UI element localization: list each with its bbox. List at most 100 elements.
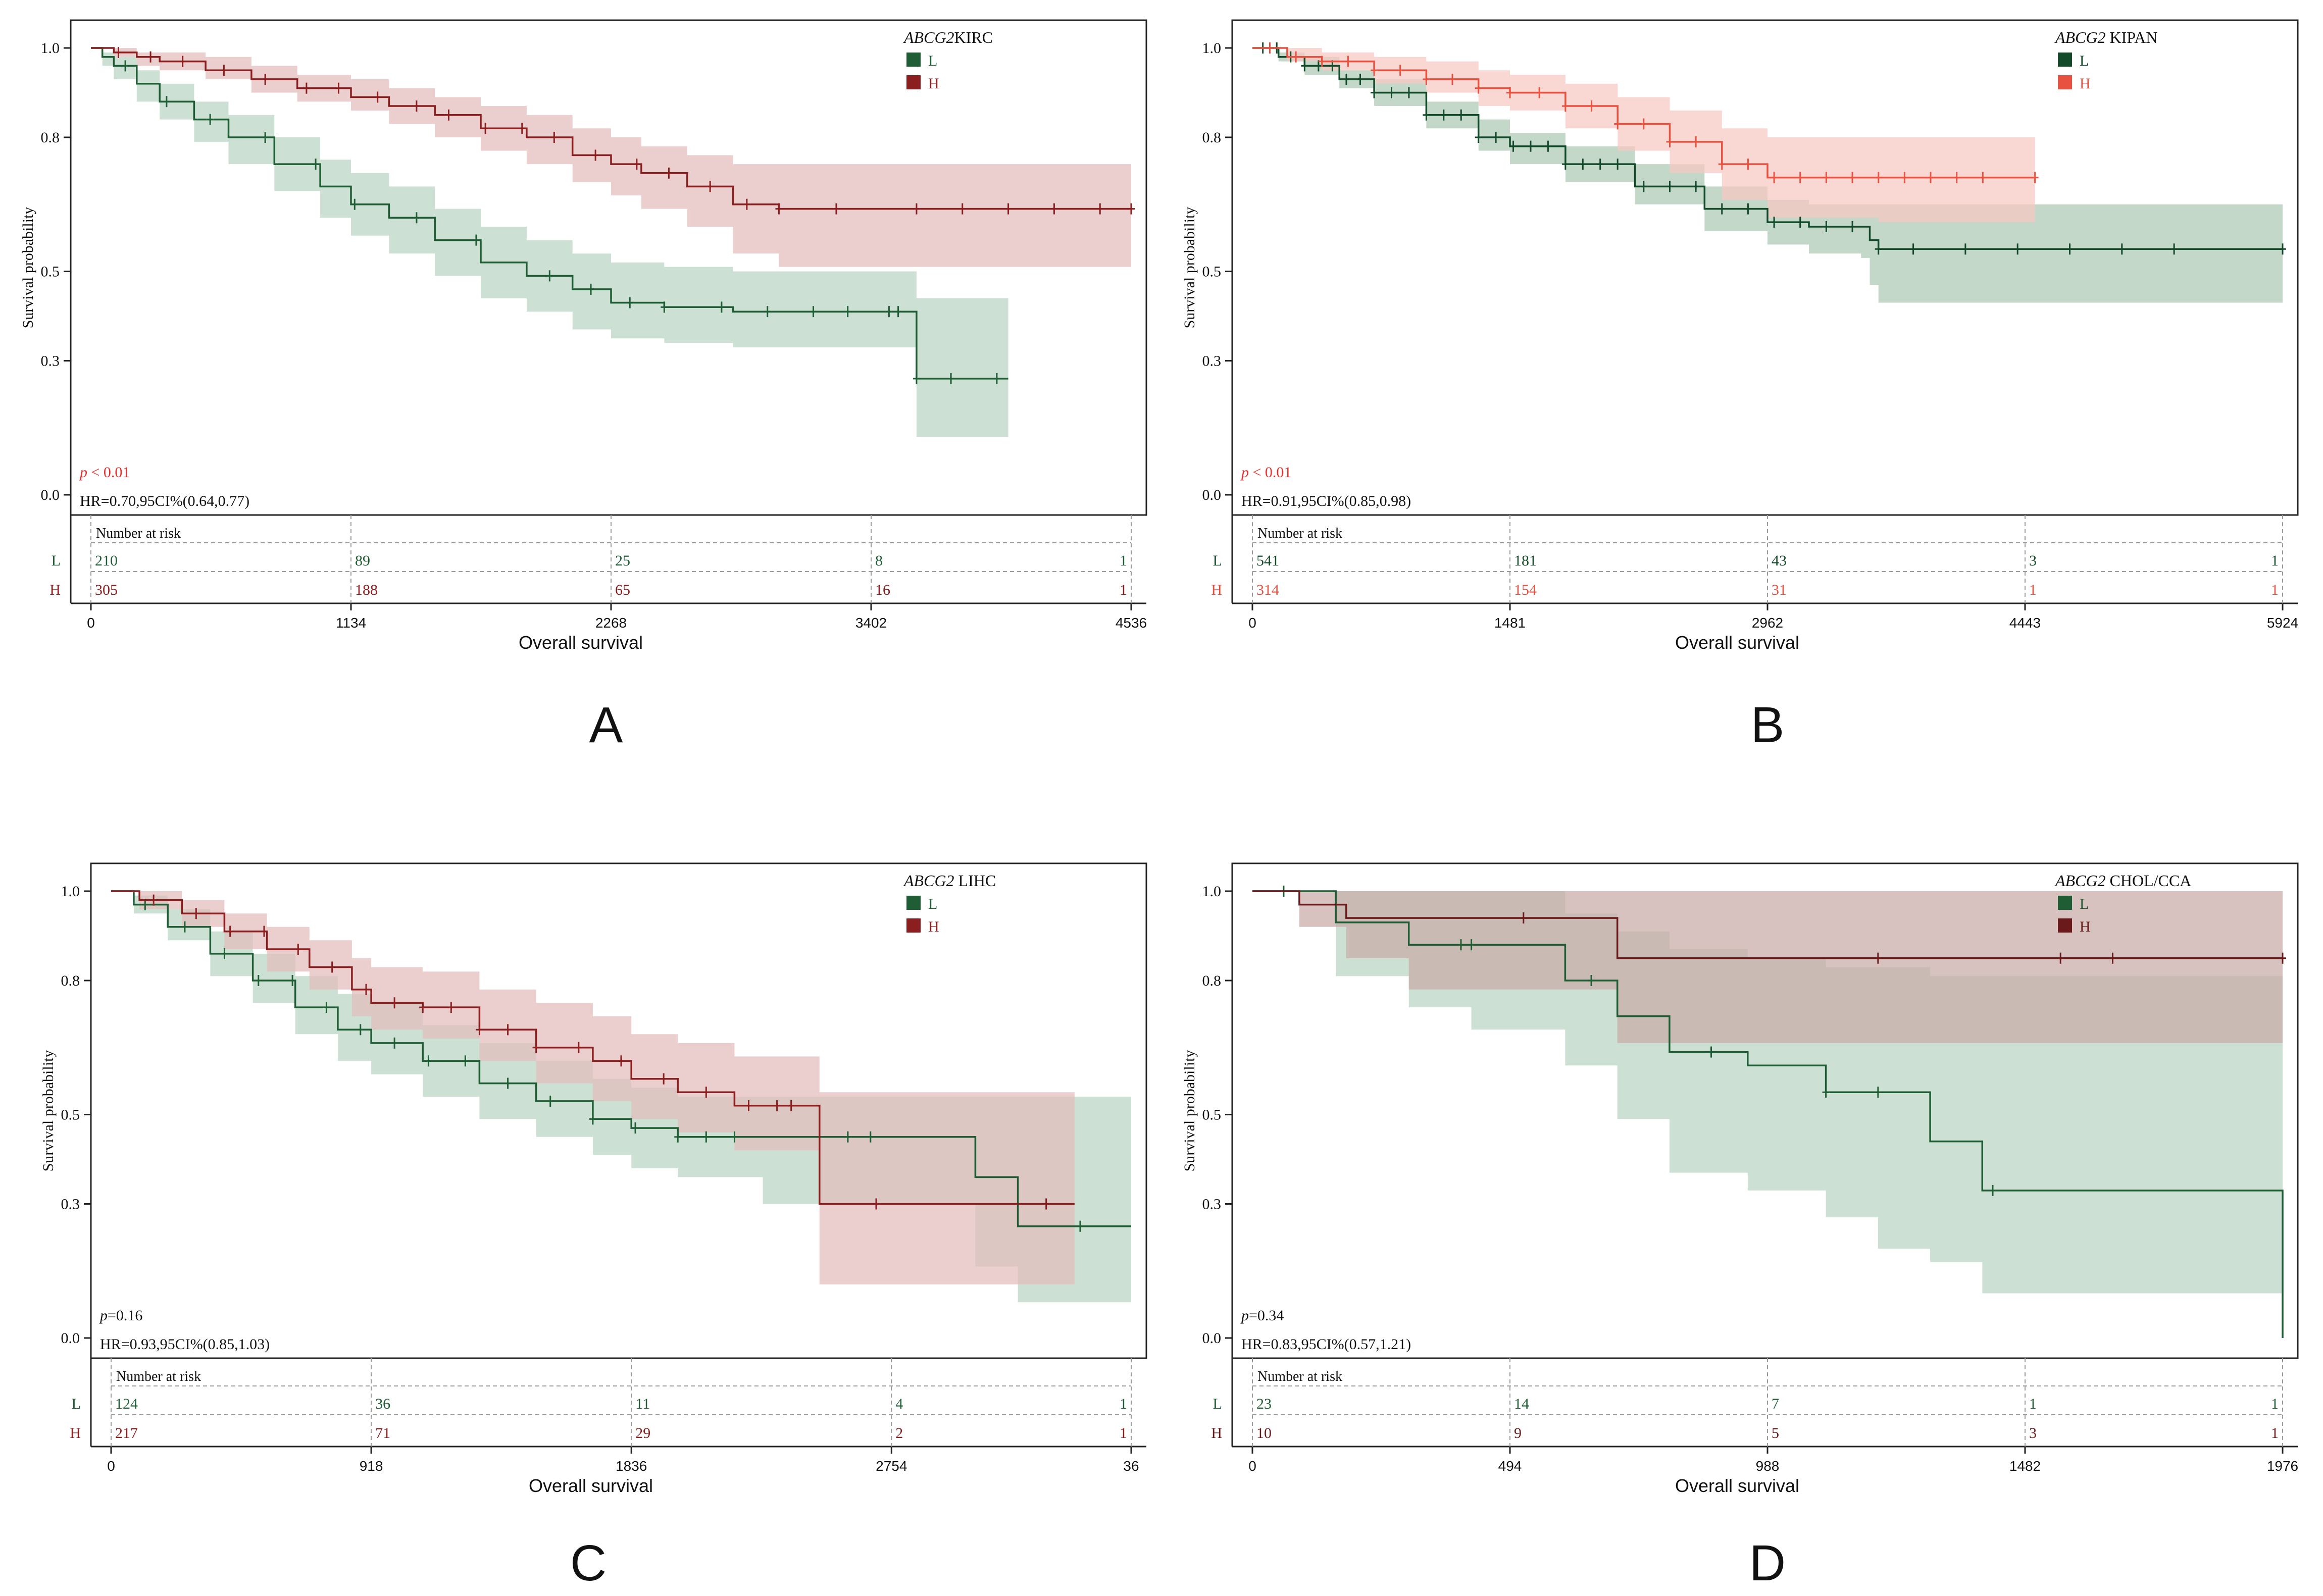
risk-row-label-H: H bbox=[49, 582, 61, 598]
x-tick-label: 1482 bbox=[2009, 1458, 2041, 1474]
risk-table-title: Number at risk bbox=[1257, 526, 1342, 541]
legend-label-H: H bbox=[928, 75, 939, 92]
risk-table-title: Number at risk bbox=[96, 526, 181, 541]
risk-count-L: 25 bbox=[615, 552, 630, 569]
risk-count-L: 541 bbox=[1256, 552, 1279, 569]
legend-title: ABCG2 CHOL/CCA bbox=[2054, 871, 2191, 890]
survival-curve-H bbox=[1252, 890, 2283, 959]
risk-count-L: 210 bbox=[95, 552, 118, 569]
risk-table-title: Number at risk bbox=[1257, 1369, 1342, 1384]
y-axis-label: Survival probability bbox=[40, 1050, 57, 1172]
x-tick-label: 2268 bbox=[595, 615, 627, 631]
y-tick-label: 0.5 bbox=[1202, 264, 1222, 280]
ci-band-H bbox=[1252, 48, 2035, 223]
survival-curve-H bbox=[1252, 47, 2035, 179]
p-value: p < 0.01 bbox=[1240, 464, 1291, 481]
x-tick-label: 36 bbox=[1123, 1458, 1139, 1474]
panel-C: 0.0 0.3 0.5 0.8 1.0 Survival probability ABCG2… bbox=[40, 862, 1147, 1591]
risk-count-H: 5 bbox=[1772, 1425, 1779, 1441]
x-axis-label: Overall survival bbox=[1675, 1475, 1799, 1496]
risk-count-H: 29 bbox=[635, 1425, 650, 1441]
risk-count-L: 124 bbox=[115, 1396, 138, 1412]
legend-title: ABCG2 LIHC bbox=[903, 871, 996, 890]
x-axis-label: Overall survival bbox=[529, 1475, 653, 1496]
risk-row-label-H: H bbox=[70, 1425, 81, 1441]
x-tick-label: 2962 bbox=[1752, 615, 1783, 631]
legend-label-L: L bbox=[2080, 53, 2089, 69]
risk-count-H: 16 bbox=[875, 582, 890, 598]
risk-count-H: 31 bbox=[1772, 582, 1787, 598]
risk-count-L: 36 bbox=[375, 1396, 390, 1412]
y-tick-label: 0.3 bbox=[1202, 353, 1222, 370]
risk-row-label-L: L bbox=[72, 1396, 81, 1412]
p-value: p=0.34 bbox=[1240, 1307, 1284, 1324]
y-axis-label: Survival probability bbox=[1181, 1050, 1198, 1172]
legend-swatch-H bbox=[2058, 75, 2072, 89]
y-tick-label: 1.0 bbox=[41, 40, 60, 57]
legend-swatch-L bbox=[2058, 896, 2072, 910]
x-tick-label: 918 bbox=[360, 1458, 383, 1474]
x-axis-label: Overall survival bbox=[519, 632, 643, 653]
survival-curve-L bbox=[111, 890, 1131, 1227]
panel-B: 0.0 0.3 0.5 0.8 1.0 Survival probability ABCG2… bbox=[1181, 19, 2299, 753]
y-tick-label: 0.5 bbox=[1202, 1107, 1222, 1123]
y-tick-label: 0.5 bbox=[61, 1107, 80, 1123]
x-axis-label: Overall survival bbox=[1675, 632, 1799, 653]
y-tick-label: 1.0 bbox=[1202, 40, 1222, 57]
risk-table-title: Number at risk bbox=[116, 1369, 201, 1384]
panel-A: 0.0 0.3 0.5 0.8 1.0 Survival probability ABCG2… bbox=[20, 19, 1147, 753]
risk-count-H: 1 bbox=[2271, 582, 2279, 598]
risk-count-L: 1 bbox=[1120, 552, 1127, 569]
risk-count-H: 2 bbox=[895, 1425, 903, 1441]
x-tick-label: 2754 bbox=[876, 1458, 907, 1474]
risk-row-label-H: H bbox=[1211, 1425, 1222, 1441]
y-axis-label: Survival probability bbox=[1181, 207, 1198, 329]
risk-count-L: 1 bbox=[2271, 552, 2279, 569]
y-tick-label: 1.0 bbox=[1202, 883, 1222, 900]
y-tick-label: 0.0 bbox=[41, 487, 60, 503]
legend-title: ABCG2KIRC bbox=[903, 28, 993, 46]
survival-curve-L bbox=[1252, 890, 2284, 1338]
x-tick-label: 1134 bbox=[336, 615, 366, 631]
risk-count-L: 7 bbox=[1772, 1396, 1779, 1412]
risk-row-label-L: L bbox=[1213, 552, 1222, 569]
x-tick-label: 1836 bbox=[616, 1458, 647, 1474]
y-tick-label: 0.8 bbox=[41, 129, 60, 146]
ci-band-H bbox=[111, 891, 1075, 1284]
risk-count-H: 10 bbox=[1256, 1425, 1272, 1441]
y-tick-label: 0.0 bbox=[61, 1330, 80, 1347]
x-tick-label: 0 bbox=[87, 615, 95, 631]
y-tick-label: 0.5 bbox=[41, 264, 60, 280]
panel-D: 0.0 0.3 0.5 0.8 1.0 Survival probability ABCG2… bbox=[1181, 862, 2299, 1591]
panel-label: D bbox=[1749, 1535, 1786, 1591]
legend-swatch-L bbox=[2058, 53, 2072, 67]
risk-count-L: 89 bbox=[355, 552, 370, 569]
x-tick-label: 0 bbox=[107, 1458, 115, 1474]
y-tick-label: 0.0 bbox=[1202, 1330, 1222, 1347]
risk-count-L: 11 bbox=[635, 1396, 650, 1412]
legend-swatch-H bbox=[906, 75, 921, 89]
x-tick-label: 1976 bbox=[2267, 1458, 2298, 1474]
risk-count-H: 1 bbox=[1120, 582, 1127, 598]
x-tick-label: 5924 bbox=[2267, 615, 2298, 631]
hazard-ratio: HR=0.83,95CI%(0.57,1.21) bbox=[1241, 1336, 1411, 1353]
x-tick-label: 0 bbox=[1248, 1458, 1256, 1474]
risk-count-H: 305 bbox=[95, 582, 118, 598]
risk-count-L: 14 bbox=[1514, 1396, 1529, 1412]
ci-band-H bbox=[1252, 891, 2283, 1043]
panel-label: A bbox=[589, 697, 623, 753]
risk-count-L: 1 bbox=[2029, 1396, 2037, 1412]
risk-count-L: 3 bbox=[2029, 552, 2037, 569]
legend-swatch-L bbox=[906, 896, 921, 910]
risk-count-H: 154 bbox=[1514, 582, 1537, 598]
legend-label-H: H bbox=[928, 918, 939, 935]
risk-count-L: 8 bbox=[875, 552, 883, 569]
legend-label-H: H bbox=[2080, 75, 2091, 92]
risk-count-L: 181 bbox=[1514, 552, 1537, 569]
risk-count-H: 65 bbox=[615, 582, 630, 598]
y-tick-label: 0.8 bbox=[1202, 129, 1222, 146]
y-tick-label: 0.3 bbox=[41, 353, 60, 370]
risk-count-H: 1 bbox=[1120, 1425, 1127, 1441]
y-tick-label: 0.8 bbox=[61, 972, 80, 989]
